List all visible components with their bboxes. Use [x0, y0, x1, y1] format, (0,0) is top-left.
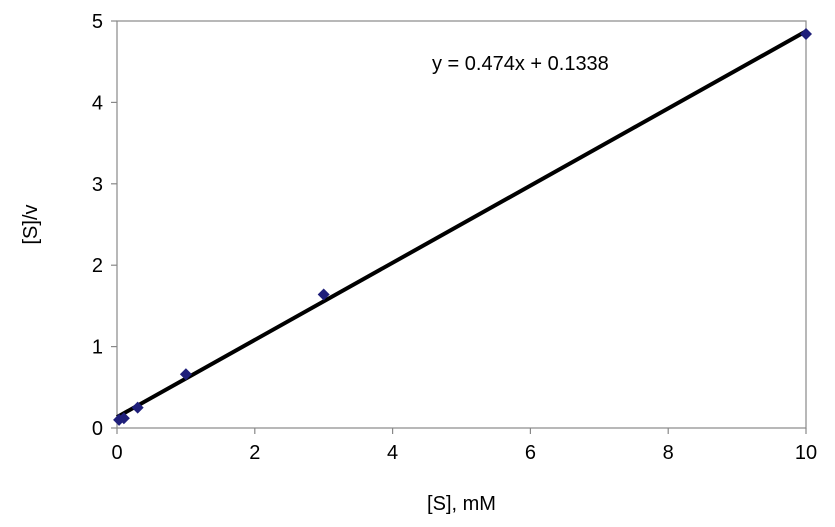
y-tick-label: 3	[92, 174, 103, 196]
x-tick-label: 2	[249, 442, 260, 464]
y-tick-label: 4	[92, 92, 103, 114]
tick-labels: 0 1 2 3 4 5 0 2 4 6 8 10	[92, 11, 817, 464]
x-tick-label: 0	[111, 442, 122, 464]
y-tick-label: 2	[92, 255, 103, 277]
plot-area-frame	[116, 20, 807, 429]
data-point-diamond	[131, 401, 144, 414]
x-tick-label: 10	[795, 442, 817, 464]
y-tick-label: 5	[92, 11, 103, 33]
x-tick-label: 4	[387, 442, 398, 464]
y-tick-label: 1	[92, 337, 103, 359]
data-point-diamond	[117, 412, 130, 425]
trendline-equation: y = 0.474x + 0.1338	[432, 53, 609, 75]
data-point-diamond	[179, 368, 192, 381]
x-axis-title: [S], mM	[427, 493, 496, 515]
data-points	[113, 28, 812, 426]
data-point-diamond	[800, 28, 812, 41]
axis-ticks	[111, 20, 807, 434]
y-tick-label: 0	[92, 418, 103, 440]
y-axis-title: [S]/v	[20, 204, 42, 244]
x-tick-label: 8	[663, 442, 674, 464]
data-point-diamond	[317, 288, 330, 301]
trendline	[116, 29, 807, 419]
x-tick-label: 6	[525, 442, 536, 464]
